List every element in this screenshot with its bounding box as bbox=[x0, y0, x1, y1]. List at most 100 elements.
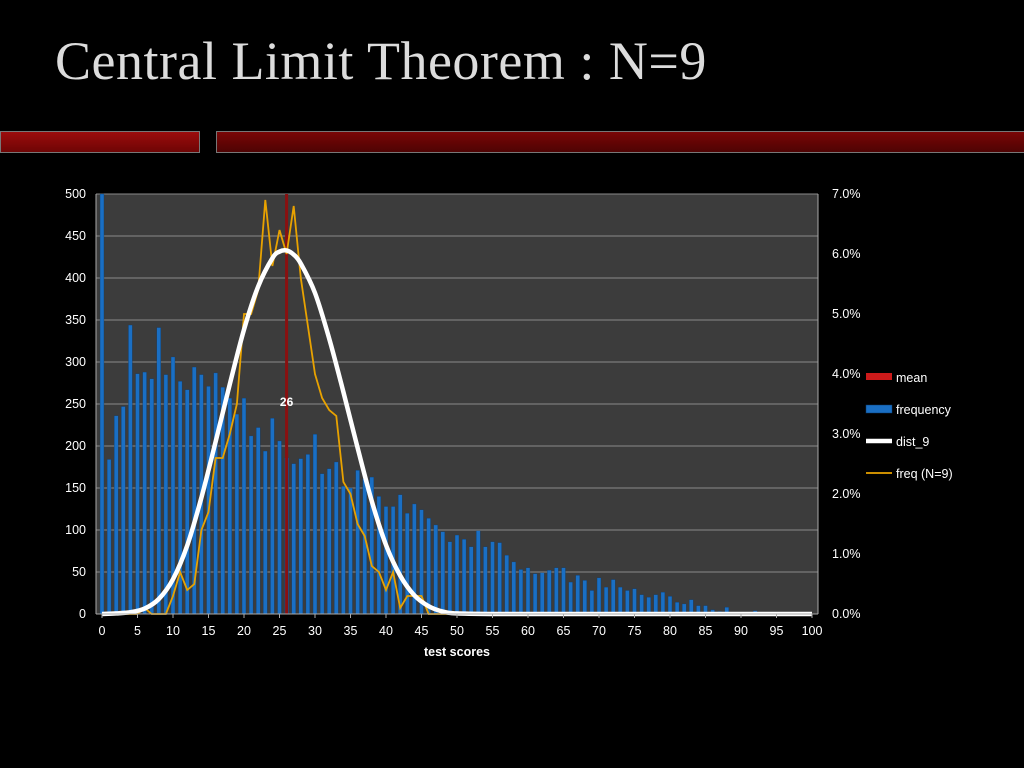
frequency-bar bbox=[490, 541, 495, 615]
x-tick-label: 15 bbox=[202, 624, 216, 638]
frequency-bar bbox=[625, 590, 630, 615]
x-tick-label: 20 bbox=[237, 624, 251, 638]
frequency-bar bbox=[611, 579, 616, 615]
y2-tick-label: 7.0% bbox=[832, 187, 861, 201]
frequency-bar bbox=[511, 561, 516, 615]
y-tick-label: 450 bbox=[65, 229, 86, 243]
y2-tick-label: 2.0% bbox=[832, 487, 861, 501]
frequency-bar bbox=[447, 541, 453, 615]
x-tick-label: 40 bbox=[379, 624, 393, 638]
frequency-bar bbox=[291, 463, 296, 615]
frequency-bar bbox=[667, 596, 673, 615]
axes: 0501001502002503003504004505000.0%1.0%2.… bbox=[65, 187, 860, 638]
frequency-bar bbox=[99, 193, 105, 615]
y2-tick-label: 4.0% bbox=[832, 367, 861, 381]
frequency-bar bbox=[596, 577, 602, 615]
frequency-bar bbox=[540, 572, 545, 615]
x-tick-label: 30 bbox=[308, 624, 322, 638]
mean-value-label: 26 bbox=[280, 395, 294, 409]
frequency-bar bbox=[440, 531, 445, 615]
frequency-bar bbox=[270, 418, 275, 615]
frequency-bar bbox=[305, 454, 311, 615]
x-tick-label: 80 bbox=[663, 624, 677, 638]
frequency-bar bbox=[653, 594, 658, 615]
y2-tick-label: 5.0% bbox=[832, 307, 861, 321]
frequency-bar bbox=[603, 586, 609, 615]
frequency-bar bbox=[149, 378, 154, 615]
frequency-bar bbox=[128, 324, 133, 615]
frequency-bar bbox=[554, 567, 559, 615]
y-tick-label: 0 bbox=[79, 607, 86, 621]
legend-label: dist_9 bbox=[896, 435, 929, 449]
y2-tick-label: 6.0% bbox=[832, 247, 861, 261]
x-tick-label: 65 bbox=[557, 624, 571, 638]
frequency-bar bbox=[383, 506, 389, 615]
y2-tick-label: 0.0% bbox=[832, 607, 861, 621]
frequency-bar bbox=[461, 539, 467, 615]
legend-label: mean bbox=[896, 371, 927, 385]
slide-title: Central Limit Theorem : N=9 bbox=[55, 31, 707, 91]
frequency-bar bbox=[504, 555, 509, 615]
x-tick-label: 35 bbox=[344, 624, 358, 638]
y2-tick-label: 1.0% bbox=[832, 547, 861, 561]
frequency-bar bbox=[476, 530, 481, 615]
frequency-bar bbox=[312, 434, 318, 615]
frequency-bar bbox=[454, 534, 460, 615]
frequency-bar bbox=[213, 372, 218, 615]
frequency-bar bbox=[575, 575, 580, 615]
x-tick-label: 85 bbox=[699, 624, 713, 638]
frequency-bar bbox=[497, 542, 502, 615]
frequency-bar bbox=[525, 567, 531, 615]
frequency-bar bbox=[277, 440, 282, 615]
y-tick-label: 300 bbox=[65, 355, 86, 369]
frequency-bar bbox=[469, 546, 474, 615]
frequency-bar bbox=[632, 588, 637, 615]
frequency-bar bbox=[156, 327, 161, 615]
frequency-bar bbox=[114, 415, 119, 615]
x-axis-title: test scores bbox=[424, 645, 490, 659]
x-tick-label: 10 bbox=[166, 624, 180, 638]
frequency-bar bbox=[256, 427, 261, 615]
y-tick-label: 250 bbox=[65, 397, 86, 411]
frequency-bar bbox=[263, 450, 268, 615]
frequency-bar bbox=[618, 586, 623, 615]
frequency-bar bbox=[185, 389, 190, 615]
x-tick-label: 5 bbox=[134, 624, 141, 638]
frequency-bar bbox=[319, 473, 325, 615]
y-tick-label: 500 bbox=[65, 187, 86, 201]
legend-label: freq (N=9) bbox=[896, 467, 953, 481]
frequency-bar bbox=[639, 594, 644, 615]
frequency-bar bbox=[589, 590, 595, 615]
frequency-bar bbox=[646, 597, 651, 615]
decorative-red-bar-right bbox=[216, 131, 1024, 153]
frequency-bar bbox=[547, 570, 552, 615]
x-tick-label: 55 bbox=[486, 624, 500, 638]
x-tick-label: 45 bbox=[415, 624, 429, 638]
frequency-bar bbox=[660, 592, 666, 615]
frequency-bar bbox=[362, 478, 367, 615]
x-tick-label: 75 bbox=[628, 624, 642, 638]
y-tick-label: 350 bbox=[65, 313, 86, 327]
x-tick-label: 100 bbox=[802, 624, 823, 638]
legend-label: frequency bbox=[896, 403, 952, 417]
frequency-bar bbox=[582, 580, 587, 615]
x-tick-label: 95 bbox=[770, 624, 784, 638]
frequency-bar bbox=[334, 461, 339, 615]
decorative-red-bar-left bbox=[0, 131, 200, 153]
frequency-bar bbox=[106, 459, 112, 615]
frequency-bar bbox=[142, 371, 147, 615]
y2-tick-label: 3.0% bbox=[832, 427, 861, 441]
x-tick-label: 90 bbox=[734, 624, 748, 638]
freq-n9-line bbox=[102, 199, 812, 615]
frequency-bar bbox=[355, 470, 360, 615]
frequency-bar bbox=[121, 406, 126, 615]
frequency-bar bbox=[135, 373, 140, 615]
frequency-bar bbox=[433, 524, 438, 615]
y-tick-label: 200 bbox=[65, 439, 86, 453]
y-tick-label: 50 bbox=[72, 565, 86, 579]
frequency-bar bbox=[398, 494, 403, 615]
frequency-bar bbox=[248, 435, 254, 615]
frequency-bar bbox=[298, 458, 303, 615]
